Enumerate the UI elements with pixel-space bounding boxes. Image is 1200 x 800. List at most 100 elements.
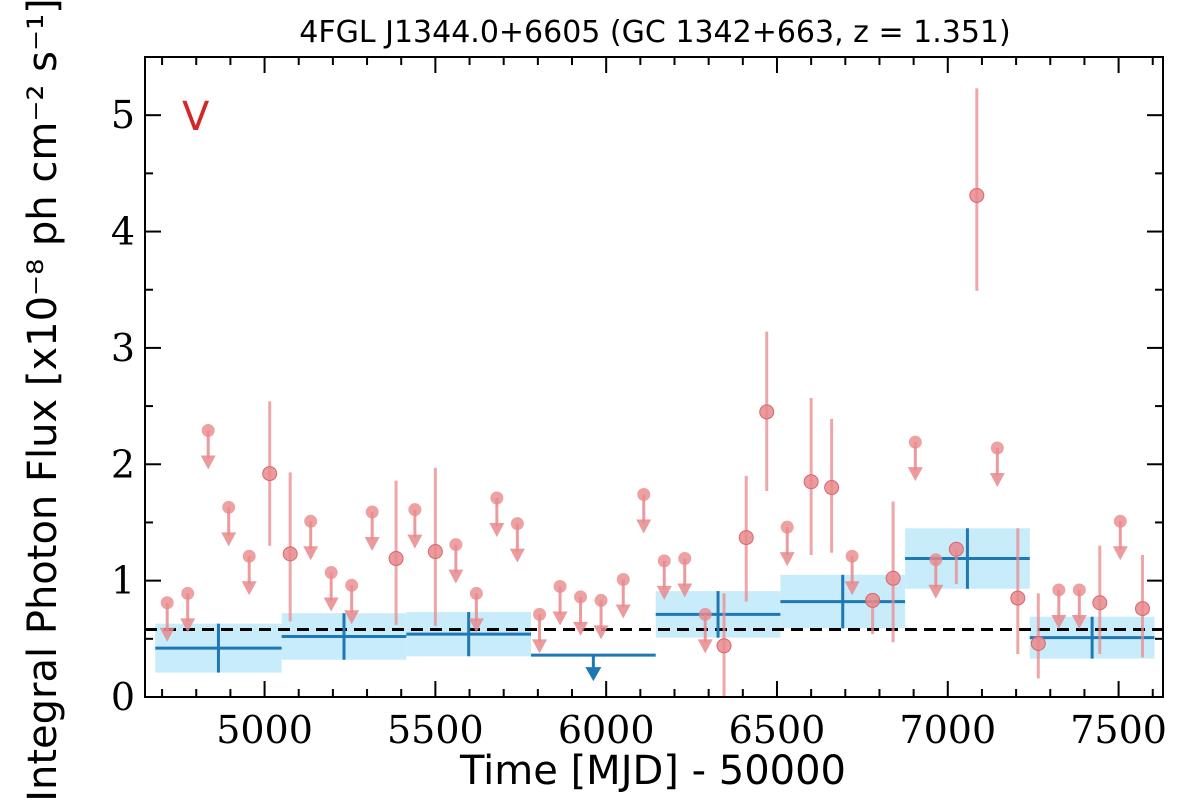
panel-label: V (182, 94, 210, 140)
upper-limit-point (160, 596, 174, 610)
flux-point (803, 474, 819, 490)
upper-limit-point (449, 538, 463, 552)
upper-limit-arrow (928, 584, 944, 599)
upper-limit-arrow (779, 552, 795, 567)
upper-limit-arrow (1071, 614, 1087, 629)
upper-limit-arrow (159, 627, 175, 642)
x-tick-label: 7500 (1070, 708, 1167, 752)
upper-limit-arrow (1051, 614, 1067, 629)
upper-limit-point (574, 590, 588, 604)
upper-limit-point (637, 488, 651, 502)
upper-limit-point (553, 579, 567, 593)
plot-area (145, 88, 1163, 697)
upper-limit-point (324, 565, 338, 579)
upper-limit-point (657, 554, 671, 568)
upper-limit-point (222, 500, 236, 514)
x-tick-label: 7000 (899, 708, 996, 752)
upper-limit-point (510, 517, 524, 531)
flux-point (716, 638, 732, 654)
upper-limit-point (1052, 583, 1066, 597)
upper-limit-arrow (1112, 546, 1128, 561)
y-tick-label: 5 (111, 93, 135, 137)
x-tick-label: 6000 (558, 708, 655, 752)
upper-limit-arrow (364, 536, 380, 551)
upper-limit-arrow (509, 548, 525, 563)
upper-limit-arrow (241, 581, 257, 596)
axis-ticks (145, 57, 1163, 698)
upper-limit-point (201, 424, 215, 438)
flux-point (1030, 635, 1046, 651)
upper-limit-arrow (180, 618, 196, 633)
upper-limit-point (845, 549, 859, 563)
upper-limit-point (929, 553, 943, 567)
upper-limit-arrow (221, 532, 237, 547)
upper-limit-arrow (573, 621, 589, 636)
upper-limit-arrow (907, 467, 923, 482)
upper-limit-point (490, 491, 504, 505)
y-tick-labels: 0 1 2 3 4 5 (111, 93, 135, 719)
y-tick-label: 0 (111, 675, 135, 719)
flux-point (969, 187, 985, 203)
upper-limit-point (908, 435, 922, 449)
upper-limit-arrow (303, 546, 319, 561)
flux-point (282, 546, 298, 562)
upper-limit-point (345, 578, 359, 592)
upper-limit-point (365, 505, 379, 519)
x-tick-label: 5000 (216, 708, 313, 752)
upper-limit-point (181, 586, 195, 600)
flux-point (388, 551, 404, 567)
upper-limit-arrow (448, 569, 464, 584)
upper-limit-arrow (615, 604, 631, 619)
upper-limit-arrow (636, 519, 652, 534)
flux-point (824, 480, 840, 496)
y-tick-label: 2 (111, 442, 135, 486)
upper-limit-arrow (468, 618, 484, 633)
upper-limit-point (242, 549, 256, 563)
upper-limit-point (469, 586, 483, 600)
upper-limit-arrow (552, 611, 568, 626)
upper-limit-arrow (489, 523, 505, 538)
long-bin-markers (155, 528, 1155, 682)
upper-limit-point (698, 607, 712, 621)
upper-limit-point (1113, 514, 1127, 528)
upper-limit-arrow (677, 583, 693, 598)
upper-limit-arrow (844, 581, 860, 596)
chart-title: 4FGL J1344.0+6605 (GC 1342+663, z = 1.35… (299, 15, 1010, 50)
flux-point (427, 544, 443, 560)
x-tick-labels: 5000 5500 6000 6500 7000 7500 (216, 708, 1167, 752)
flux-point (1092, 595, 1108, 611)
upper-limit-point (1072, 583, 1086, 597)
upper-limit-arrow (656, 585, 672, 600)
long-bin-limit-arrow (585, 667, 602, 682)
upper-limit-arrow (532, 639, 548, 654)
upper-limit-point (408, 503, 422, 517)
y-axis-label: Integral Photon Flux [x10⁻⁸ ph cm⁻² s⁻¹] (20, 0, 66, 800)
plot-frame (144, 56, 1164, 698)
y-tick-label: 4 (111, 210, 135, 254)
upper-limit-arrow (697, 639, 713, 654)
upper-limit-arrow (344, 610, 360, 625)
upper-limit-point (678, 552, 692, 566)
upper-limit-point (780, 520, 794, 534)
x-tick-label: 6500 (729, 708, 826, 752)
upper-limit-arrow (200, 455, 216, 470)
y-tick-label: 3 (111, 326, 135, 370)
upper-limit-arrow (989, 472, 1005, 487)
y-tick-label: 1 (111, 559, 135, 603)
flux-point (1010, 590, 1026, 606)
x-axis-label: Time [MJD] - 50000 (459, 748, 846, 794)
flux-point (1135, 601, 1151, 617)
flux-point (738, 530, 754, 546)
upper-limit-point (533, 607, 547, 621)
upper-limit-arrow (593, 625, 609, 640)
flux-point (865, 592, 881, 608)
flux-point (885, 570, 901, 586)
upper-limit-point (990, 441, 1004, 455)
flux-point (262, 466, 278, 482)
upper-limit-point (304, 514, 318, 528)
flux-point (759, 404, 775, 420)
flux-point (948, 541, 964, 557)
upper-limit-point (594, 593, 608, 607)
upper-limit-arrow (323, 597, 339, 612)
